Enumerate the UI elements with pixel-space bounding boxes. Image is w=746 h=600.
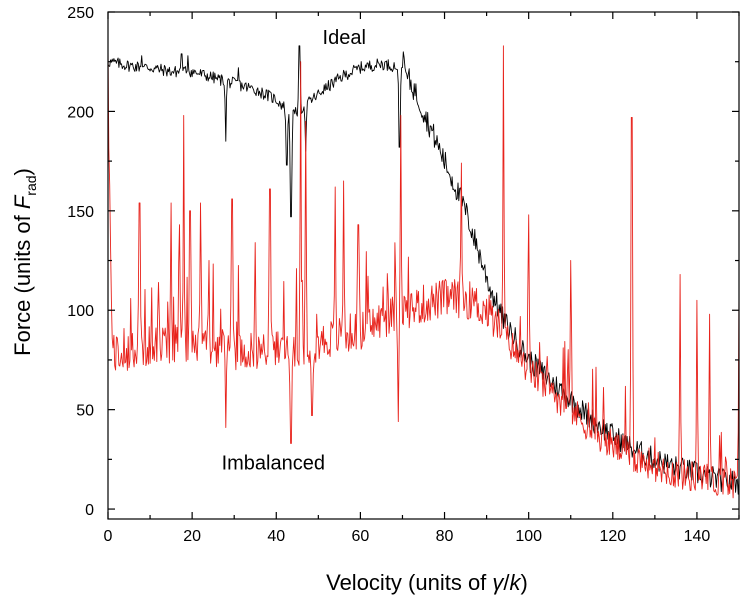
y-axis-title-f: F [10, 194, 35, 209]
y-axis-title-suffix: ) [10, 168, 35, 175]
series-line-imbalanced [107, 45, 740, 499]
annotation-label: Imbalanced [222, 452, 325, 474]
x-tick-label: 0 [104, 528, 113, 545]
annotation-label: Ideal [323, 27, 366, 49]
y-axis-title: Force (units of Frad) [10, 168, 39, 356]
y-tick-label: 150 [67, 204, 94, 221]
x-tick-label: 20 [183, 528, 201, 545]
y-axis-title-prefix: Force (units of [10, 209, 35, 356]
y-tick-label: 200 [67, 104, 94, 121]
plot-frame [107, 11, 740, 520]
x-axis-title: Velocity (units of γ/k) [326, 570, 528, 595]
y-axis-title-sub: rad [23, 175, 39, 195]
x-tick-label: 100 [515, 528, 542, 545]
x-tick-label: 140 [684, 528, 711, 545]
y-tick-label: 0 [85, 502, 94, 519]
y-tick-label: 250 [67, 5, 94, 22]
x-tick-label: 120 [599, 528, 626, 545]
x-axis-title-gamma: γ [492, 570, 505, 595]
x-axis-title-prefix: Velocity (units of [326, 570, 492, 595]
annotation-layer: Ideal Imbalanced [222, 27, 366, 474]
x-tick-label: 60 [352, 528, 370, 545]
x-tick-label: 40 [267, 528, 285, 545]
x-axis-title-slash: / [503, 570, 510, 595]
tick-labels-layer: 0 20 40 60 80 100 120 140 0 50 100 150 200 250 [67, 5, 710, 545]
series-line-ideal [107, 45, 740, 495]
x-tick-label: 80 [436, 528, 454, 545]
series-layer [107, 45, 740, 499]
ticks-layer [107, 11, 740, 519]
x-axis-title-suffix: ) [521, 570, 528, 595]
y-tick-label: 50 [76, 403, 94, 420]
y-tick-label: 100 [67, 303, 94, 320]
x-axis-title-k: k [510, 570, 522, 595]
